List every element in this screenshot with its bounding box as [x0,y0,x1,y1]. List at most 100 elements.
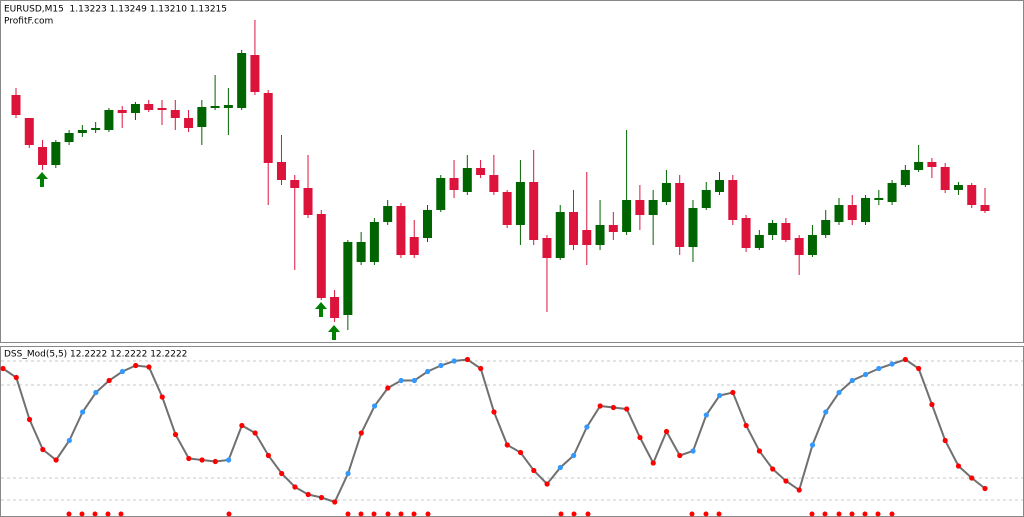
dss-point [451,358,457,364]
candle-body [11,95,21,115]
dss-point [40,446,46,453]
candle-body [754,235,764,248]
candle-body [130,104,140,113]
candle-body [675,183,685,247]
dss-point [610,404,617,411]
candle-body [661,183,671,202]
candle-body [715,180,725,192]
candle-body [436,178,446,210]
candle-body [356,242,366,262]
indicator-panel [0,346,1024,517]
dss-point [703,412,709,418]
candle-body [821,220,831,235]
candle-body [51,142,61,165]
candle-body [701,190,711,208]
dss-point [876,365,882,372]
dss-point [212,458,218,465]
candle-body [170,110,180,118]
candle-body [927,162,937,167]
dss-point [66,437,72,444]
dss-point [770,466,776,472]
candle-body [834,205,844,222]
candle-body [502,192,512,225]
dss-point [517,449,524,456]
dss-point [571,452,577,459]
dss-point [225,457,232,463]
dss-point [119,368,126,375]
dss-point [929,401,935,408]
dss-point [172,431,179,438]
dss-point [133,362,139,369]
candle-body [688,208,698,247]
dss-point [159,394,165,400]
candle-body [343,242,353,315]
candle-body [157,108,167,110]
candle-body [515,182,525,225]
dss-point [26,416,33,423]
candle-body [303,188,313,215]
candle-body [940,167,950,190]
candle-body [330,297,340,318]
dss-point [677,452,683,459]
candle-body [542,238,552,258]
candle-body [290,180,300,188]
dss-point [690,448,696,454]
dss-point [982,485,988,492]
dss-point [358,430,364,436]
dss-point [305,491,311,498]
dss-point [411,377,417,384]
dss-point [544,481,550,487]
dss-point [504,442,510,448]
dss-point [597,403,603,409]
signal-arrows [36,172,340,340]
candle-body [64,133,74,142]
candle-body [608,225,618,232]
dss-point [385,385,391,391]
dss-point [756,448,763,454]
dss-point [93,389,99,396]
dss-point [730,389,736,396]
candle-body [223,105,233,108]
dss-point [438,362,444,369]
dss-point [862,371,869,378]
dss-point [531,467,537,474]
dss-point [955,463,962,469]
dss-point [106,377,112,384]
candle-body [648,200,658,215]
dss-point [425,368,431,375]
candle-body [781,223,791,240]
dss-point [53,457,59,463]
dss-point [624,406,630,412]
candle-body [276,162,286,180]
indicator-title: DSS_Mod(5,5) 12.2222 12.2222 12.2222 [4,350,187,360]
candle-body [91,128,101,130]
level-lines [1,360,1023,501]
candle-body [861,198,871,222]
dss-point [889,361,895,367]
candle-body [794,238,804,255]
dss-point [942,437,948,444]
candle-body [462,168,472,192]
candle-body [184,118,194,128]
dss-point [902,356,908,363]
symbol-title: EURUSD,M15 1.13223 1.13249 1.13210 1.132… [4,5,227,15]
dss-point [650,460,656,466]
dss-point [796,487,802,493]
dss-point [464,356,471,363]
dss-point [371,403,378,409]
candle-body [117,110,127,113]
candle-body [197,107,207,127]
candle-body [369,222,379,262]
dss-point [199,457,205,463]
candle-body [555,212,565,258]
candle-body [847,205,857,220]
dss-point [0,365,6,372]
price-panel [0,0,1024,343]
dss-point [13,374,19,381]
dss-point [849,377,855,384]
dss-point [584,424,590,430]
candle-body [144,104,154,110]
candle-body [768,223,778,235]
candle-body [900,170,910,185]
candle-body [582,230,592,245]
